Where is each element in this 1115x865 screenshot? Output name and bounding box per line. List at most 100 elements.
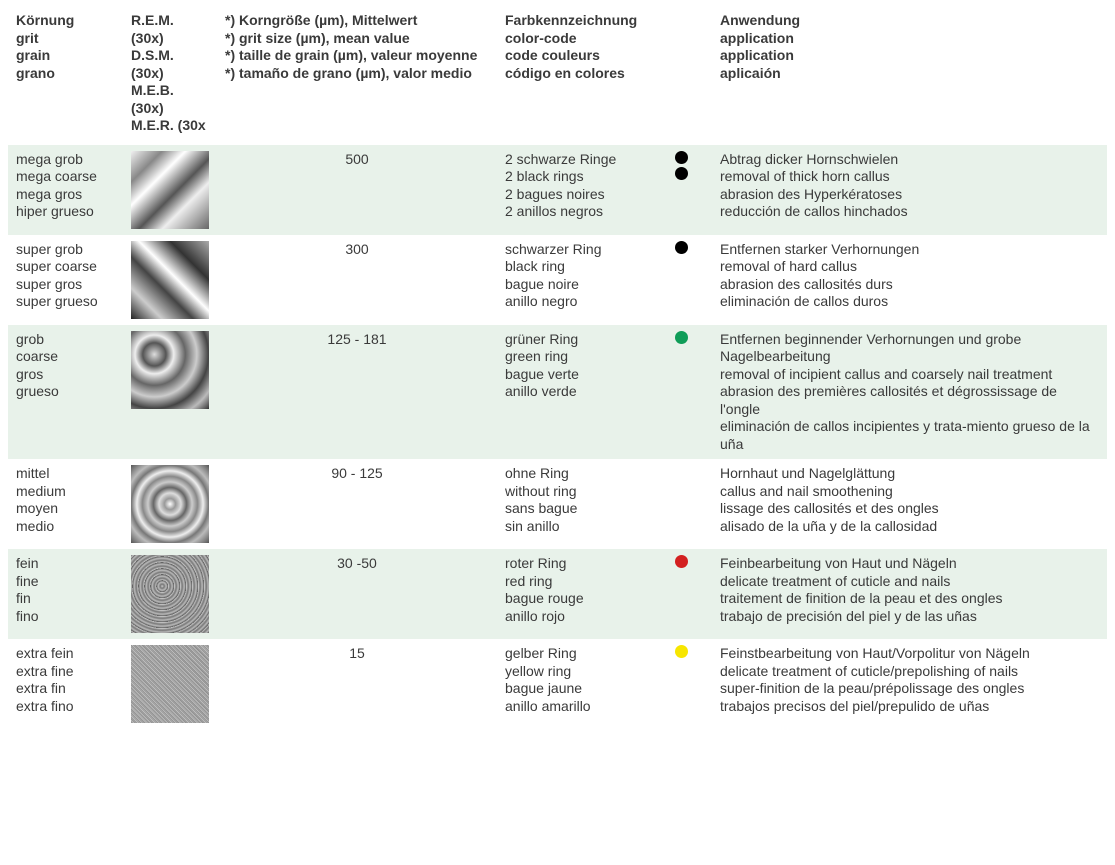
application-text: Feinbearbeitung von Haut und Nägeln [720,555,1099,573]
color-code-label: green ring [505,348,659,366]
application-text: removal of thick horn callus [720,168,1099,186]
grit-label: grueso [16,383,115,401]
grit-size-value: 300 [225,241,489,257]
grit-label: fein [16,555,115,573]
grit-size-value: 500 [225,151,489,167]
grit-name-cell: mittelmediummoyenmedio [8,459,123,549]
microscopy-image [131,241,209,319]
color-dot-cell [667,235,712,325]
text-line: application [720,30,1099,48]
grit-size-cell: 30 -50 [217,549,497,639]
application-text: Entfernen starker Verhornungen [720,241,1099,259]
header-microscopy: R.E.M. (30x)D.S.M. (30x)M.E.B. (30x)M.E.… [123,8,217,145]
grit-size-cell: 500 [217,145,497,235]
text-line: grain [16,47,115,65]
text-line: grano [16,65,115,83]
color-code-label: anillo amarillo [505,698,659,716]
color-code-label: 2 anillos negros [505,203,659,221]
microscopy-image-cell [123,235,217,325]
table-row: extra feinextra fineextra finextra fino1… [8,639,1107,729]
color-code-label: anillo verde [505,383,659,401]
application-text: removal of incipient callus and coarsely… [720,366,1099,384]
color-code-label: sans bague [505,500,659,518]
application-text: traitement de finition de la peau et des… [720,590,1099,608]
grit-label: mittel [16,465,115,483]
text-line: Körnung [16,12,115,30]
color-dot-icon [675,645,688,658]
color-dot-cell [667,639,712,729]
color-dot-cell [667,459,712,549]
color-code-label: yellow ring [505,663,659,681]
application-text: eliminación de callos incipientes y trat… [720,418,1099,453]
application-cell: Feinstbearbeitung von Haut/Vorpolitur vo… [712,639,1107,729]
table-row: feinfinefinfino 30 -50 roter Ringred ringb… [8,549,1107,639]
grit-label: hiper grueso [16,203,115,221]
grit-table: Körnunggritgraingrano R.E.M. (30x)D.S.M.… [8,8,1107,729]
text-line: grit [16,30,115,48]
application-text: Hornhaut und Nagelglättung [720,465,1099,483]
table-row: super grobsuper coarsesuper grossuper gr… [8,235,1107,325]
color-code-label: bague jaune [505,680,659,698]
application-text: reducción de callos hinchados [720,203,1099,221]
color-dot-icon [675,331,688,344]
application-text: abrasion des premières callosités et dég… [720,383,1099,418]
color-code-label: gelber Ring [505,645,659,663]
application-text: super-finition de la peau/prépolissage d… [720,680,1099,698]
text-line: color-code [505,30,659,48]
microscopy-image-cell [123,325,217,460]
color-code-label: 2 bagues noires [505,186,659,204]
application-text: delicate treatment of cuticle and nails [720,573,1099,591]
color-code-cell: roter Ringred ringbague rougeanillo rojo [497,549,667,639]
color-code-cell: ohne Ringwithout ringsans baguesin anill… [497,459,667,549]
color-dot-icon [675,167,688,180]
application-text: Entfernen beginnender Verhornungen und g… [720,331,1099,366]
color-code-label: 2 schwarze Ringe [505,151,659,169]
color-code-label: grüner Ring [505,331,659,349]
microscopy-image-cell [123,639,217,729]
text-line: Anwendung [720,12,1099,30]
grit-size-cell: 15 [217,639,497,729]
color-code-label: bague rouge [505,590,659,608]
color-code-label: ohne Ring [505,465,659,483]
grit-size-value: 30 -50 [225,555,489,571]
color-dot-icon [675,151,688,164]
color-dot-icon [675,555,688,568]
header-grit: Körnunggritgraingrano [8,8,123,145]
grit-name-cell: super grobsuper coarsesuper grossuper gr… [8,235,123,325]
color-code-label: black ring [505,258,659,276]
grit-size-cell: 90 - 125 [217,459,497,549]
grit-label: mega gros [16,186,115,204]
text-line: M.E.R. (30x [131,117,209,135]
grit-label: moyen [16,500,115,518]
microscopy-image [131,151,209,229]
grit-name-cell: feinfinefinfino [8,549,123,639]
color-code-label: without ring [505,483,659,501]
color-code-label: red ring [505,573,659,591]
grit-size-value: 90 - 125 [225,465,489,481]
color-code-label: roter Ring [505,555,659,573]
grit-label: super coarse [16,258,115,276]
grit-name-cell: grobcoarsegrosgrueso [8,325,123,460]
grit-label: grob [16,331,115,349]
color-code-label: anillo rojo [505,608,659,626]
table-row: mega grobmega coarsemega groshiper grues… [8,145,1107,235]
table-row: mittelmediummoyenmedio 90 - 125 ohne Ringw… [8,459,1107,549]
grit-label: extra fine [16,663,115,681]
grit-label: medio [16,518,115,536]
microscopy-image [131,331,209,409]
header-grit-size: *) Korngröße (µm), Mittelwert*) grit siz… [217,8,497,145]
color-code-cell: schwarzer Ringblack ringbague noireanill… [497,235,667,325]
color-code-label: bague noire [505,276,659,294]
text-line: *) tamaño de grano (µm), valor medio [225,65,489,83]
application-cell: Entfernen starker Verhornungenremoval of… [712,235,1107,325]
application-text: removal of hard callus [720,258,1099,276]
color-dot-cell [667,145,712,235]
grit-size-cell: 125 - 181 [217,325,497,460]
color-code-label: sin anillo [505,518,659,536]
application-text: Feinstbearbeitung von Haut/Vorpolitur vo… [720,645,1099,663]
header-application: Anwendungapplicationapplicationaplicaión [712,8,1107,145]
text-line: D.S.M. (30x) [131,47,209,82]
application-text: lissage des callosités et des ongles [720,500,1099,518]
application-cell: Abtrag dicker Hornschwielenremoval of th… [712,145,1107,235]
text-line: M.E.B. (30x) [131,82,209,117]
